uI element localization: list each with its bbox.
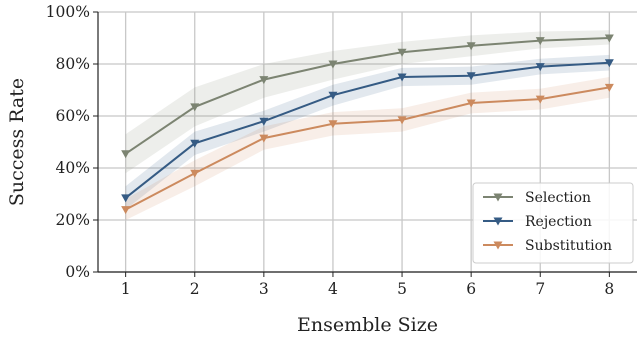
marker-substitution-4 <box>328 120 338 129</box>
marker-substitution-1 <box>121 206 131 215</box>
x-tick-label-8: 8 <box>604 280 614 298</box>
x-tick-label-2: 2 <box>190 280 200 298</box>
x-tick-label-1: 1 <box>121 280 131 298</box>
marker-substitution-8 <box>604 83 614 92</box>
marker-rejection-5 <box>397 73 407 82</box>
marker-selection-7 <box>535 37 545 46</box>
marker-rejection-4 <box>328 91 338 100</box>
x-tick-label-4: 4 <box>328 280 338 298</box>
marker-rejection-3 <box>259 117 269 126</box>
marker-selection-8 <box>604 34 614 43</box>
marker-rejection-1 <box>121 194 131 203</box>
x-axis-label: Ensemble Size <box>297 314 438 336</box>
marker-rejection-7 <box>535 63 545 72</box>
marker-substitution-6 <box>466 99 476 108</box>
y-axis-label: Success Rate <box>6 78 28 206</box>
axes <box>97 12 637 273</box>
tick-labels: 1 2 3 4 5 6 7 80%20%40%60%80%100% <box>46 3 615 298</box>
marker-selection-4 <box>328 60 338 69</box>
legend-marker-substitution <box>493 241 503 250</box>
series-lines <box>121 34 614 215</box>
x-tick-label-5: 5 <box>397 280 407 298</box>
y-tick-label-0: 0% <box>65 263 90 281</box>
legend-label-substitution: Substitution <box>525 238 612 254</box>
marker-rejection-6 <box>466 72 476 81</box>
marker-selection-1 <box>121 150 131 159</box>
marker-rejection-8 <box>604 59 614 68</box>
x-tick-label-6: 6 <box>466 280 476 298</box>
marker-substitution-3 <box>259 134 269 143</box>
series-line-selection <box>125 37 610 155</box>
legend-marker-rejection <box>493 217 503 226</box>
marker-selection-3 <box>259 76 269 85</box>
series-line-substitution <box>125 86 610 211</box>
marker-selection-5 <box>397 48 407 57</box>
legend-label-selection: Selection <box>525 190 591 206</box>
y-tick-label-100: 100% <box>46 3 90 21</box>
legend-box <box>472 182 634 264</box>
marker-substitution-5 <box>397 116 407 125</box>
marker-substitution-7 <box>535 95 545 104</box>
y-tick-label-20: 20% <box>56 211 90 229</box>
marker-selection-6 <box>466 42 476 51</box>
band-substitution <box>125 77 610 220</box>
y-tick-label-80: 80% <box>56 55 90 73</box>
x-tick-label-3: 3 <box>259 280 269 298</box>
legend-label-rejection: Rejection <box>525 214 592 230</box>
legend-marker-selection <box>493 193 503 202</box>
series-line-rejection <box>125 61 610 199</box>
marker-selection-2 <box>190 103 200 112</box>
y-tick-label-40: 40% <box>56 159 90 177</box>
marker-rejection-2 <box>190 139 200 148</box>
y-tick-label-60: 60% <box>56 107 90 125</box>
x-tick-label-7: 7 <box>535 280 545 298</box>
marker-substitution-2 <box>190 169 200 178</box>
legend: Selection Rejection Substitution <box>472 182 634 264</box>
